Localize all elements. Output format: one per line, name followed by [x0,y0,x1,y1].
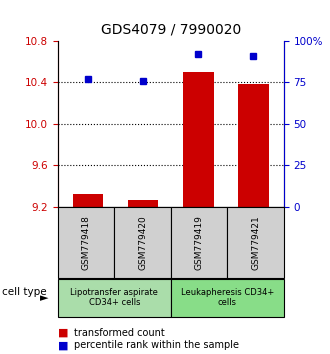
Text: Lipotransfer aspirate
CD34+ cells: Lipotransfer aspirate CD34+ cells [70,288,158,307]
Title: GDS4079 / 7990020: GDS4079 / 7990020 [101,23,241,37]
Text: GSM779420: GSM779420 [138,215,147,270]
Text: ►: ► [40,293,49,303]
Text: Leukapheresis CD34+
cells: Leukapheresis CD34+ cells [181,288,274,307]
Bar [73,194,103,207]
Bar [238,84,269,207]
Bar [128,200,158,207]
Text: GSM779419: GSM779419 [194,215,204,270]
Text: percentile rank within the sample: percentile rank within the sample [74,340,239,350]
Text: ■: ■ [58,328,68,338]
Text: transformed count: transformed count [74,328,165,338]
Text: ■: ■ [58,340,68,350]
Text: GSM779421: GSM779421 [251,215,260,270]
Text: GSM779418: GSM779418 [82,215,90,270]
Bar [183,72,214,207]
Text: cell type: cell type [2,287,46,297]
